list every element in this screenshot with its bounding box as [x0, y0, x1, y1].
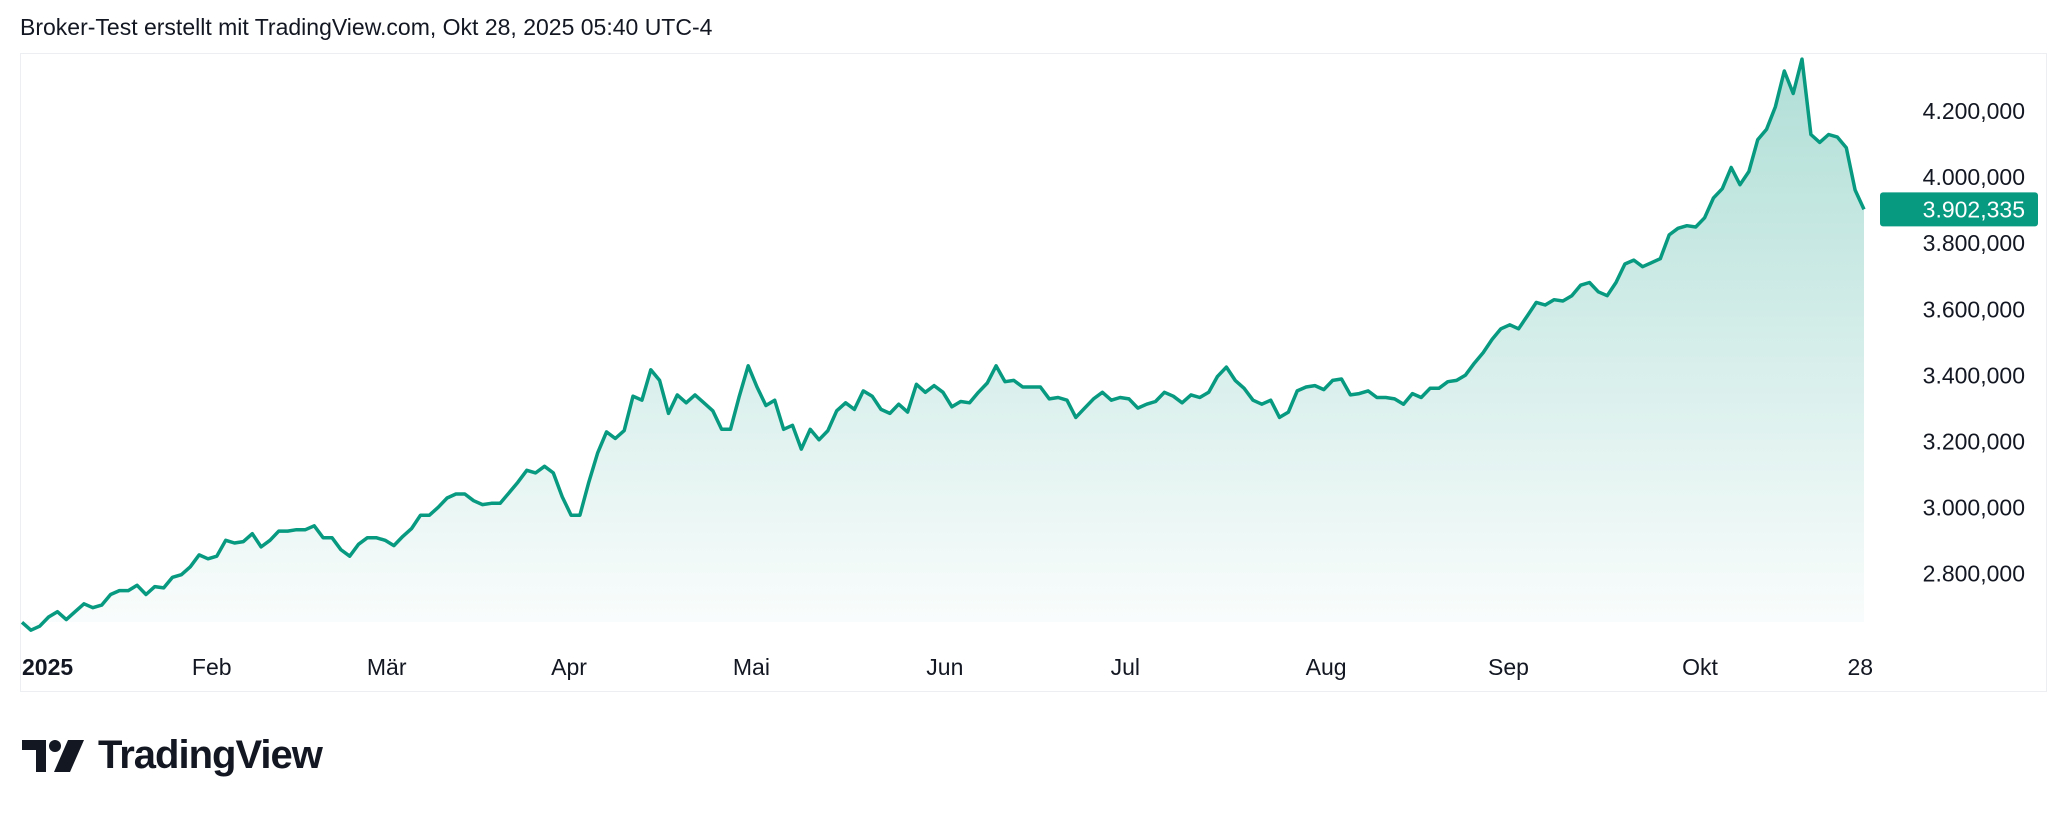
- y-tick-label: 3.400,000: [1923, 362, 2025, 388]
- tradingview-logo-text: TradingView: [98, 733, 323, 777]
- x-tick-label: Jul: [1111, 654, 1140, 680]
- last-price-label: 3.902,335: [1923, 196, 2025, 222]
- y-tick-label: 3.200,000: [1923, 429, 2025, 455]
- y-tick-label: 4.000,000: [1923, 164, 2025, 190]
- x-tick-label: Feb: [192, 654, 232, 680]
- x-tick-label: Mär: [367, 654, 407, 680]
- x-tick-label: Okt: [1682, 654, 1718, 680]
- last-price-badge-bg: [1880, 192, 2038, 227]
- x-tick-label: Mai: [733, 654, 770, 680]
- y-tick-label: 2.800,000: [1923, 561, 2025, 587]
- y-tick-label: 4.200,000: [1923, 98, 2025, 124]
- y-tick-label: 3.800,000: [1923, 230, 2025, 256]
- chart-title: Broker-Test erstellt mit TradingView.com…: [20, 14, 713, 40]
- last-price-badge: 3.902,335: [1880, 192, 2038, 227]
- x-tick-label: 28: [1848, 654, 1874, 680]
- area-fill: [22, 59, 1864, 631]
- tradingview-logo-icon: [22, 739, 84, 772]
- y-tick-label: 3.000,000: [1923, 495, 2025, 521]
- x-tick-label: Sep: [1488, 654, 1529, 680]
- x-tick-label: 2025: [22, 654, 73, 680]
- tradingview-logo[interactable]: TradingView: [22, 733, 323, 778]
- x-tick-label: Jun: [926, 654, 963, 680]
- chart-frame: [20, 53, 2047, 692]
- x-tick-label: Apr: [551, 654, 587, 680]
- x-tick-label: Aug: [1306, 654, 1347, 680]
- series-line: [20, 57, 1866, 632]
- y-tick-label: 3.600,000: [1923, 296, 2025, 322]
